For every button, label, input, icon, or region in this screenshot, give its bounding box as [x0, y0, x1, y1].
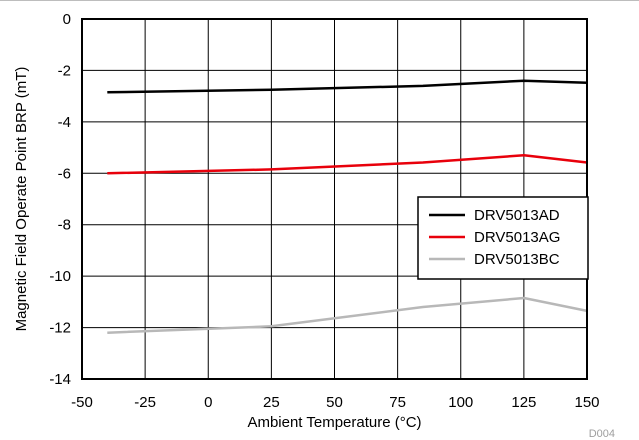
x-tick-label: 75 [389, 394, 406, 411]
series-line-drv5013bc [107, 296, 588, 334]
y-tick-label: -6 [58, 165, 71, 182]
legend-label: DRV5013BC [474, 251, 560, 268]
top-border [0, 0, 639, 1]
series-line-drv5013ag [107, 154, 588, 175]
x-tick-label: 25 [263, 394, 280, 411]
y-tick-label: -14 [49, 371, 71, 388]
series-line-drv5013ad [107, 79, 588, 94]
x-tick-label: 0 [204, 394, 212, 411]
x-tick-label: 125 [511, 394, 536, 411]
x-tick-label: 150 [574, 394, 599, 411]
y-tick-label: -8 [58, 217, 71, 234]
y-tick-label: -2 [58, 62, 71, 79]
x-axis-title: Ambient Temperature (°C) [247, 414, 421, 431]
tick-labels: -50 -25 0 25 50 75 100 125 150 0 -2 -4 -6 -8 -10 -12 -14 [49, 11, 599, 411]
figure-id: D004 [589, 428, 615, 440]
x-tick-label: 50 [326, 394, 343, 411]
y-axis-title: Magnetic Field Operate Point BRP (mT) [13, 67, 30, 332]
legend-label: DRV5013AD [474, 207, 560, 224]
x-tick-label: -25 [134, 394, 156, 411]
x-tick-label: 100 [448, 394, 473, 411]
legend-label: DRV5013AG [474, 229, 560, 246]
y-tick-label: -4 [58, 114, 71, 131]
y-tick-label: -12 [49, 320, 71, 337]
series-lines [107, 79, 588, 334]
legend: DRV5013AD DRV5013AG DRV5013BC [417, 196, 589, 280]
x-tick-label: -50 [71, 394, 93, 411]
y-tick-label: -10 [49, 268, 71, 285]
y-tick-label: 0 [63, 11, 71, 28]
